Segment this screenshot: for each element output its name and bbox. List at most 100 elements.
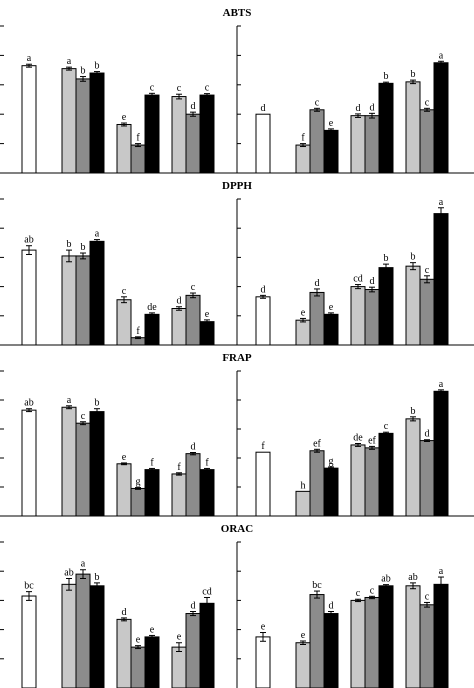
significance-label: d — [315, 278, 320, 289]
bar-left-light — [171, 308, 187, 346]
significance-label: c — [122, 286, 127, 297]
bar-left-mid — [185, 613, 201, 688]
significance-label: c — [191, 282, 196, 293]
bar-left-mid — [75, 573, 91, 688]
bar-right-dark — [323, 313, 339, 346]
significance-label: a — [439, 197, 444, 208]
significance-label: ef — [368, 435, 376, 446]
significance-label: e — [329, 118, 334, 129]
significance-label: c — [150, 82, 155, 93]
significance-label: ab — [381, 574, 390, 585]
significance-label: d — [191, 441, 196, 452]
bar-left-mid — [75, 255, 91, 346]
bar-left-dark — [144, 313, 160, 346]
bar-right-mid — [309, 291, 325, 346]
bar-left-mid — [185, 113, 201, 174]
bar-left-light — [116, 463, 132, 517]
significance-label: f — [301, 133, 305, 144]
significance-label: b — [411, 252, 416, 263]
bar-left-dark — [144, 636, 160, 688]
panel-title: ABTS — [223, 7, 252, 19]
significance-label: a — [67, 395, 72, 406]
bar-right-dark — [323, 613, 339, 688]
bar-left-dark — [144, 94, 160, 174]
bar-left-mid — [75, 422, 91, 517]
panel-title: DPPH — [222, 180, 252, 192]
bar-right-dark — [323, 129, 339, 174]
significance-label: d — [329, 600, 334, 611]
bar-left-dark — [144, 469, 160, 517]
significance-label: e — [261, 622, 266, 633]
bar-right-mid — [419, 440, 435, 517]
significance-label: e — [122, 452, 127, 463]
significance-label: g — [329, 456, 334, 467]
bar-right-control — [255, 636, 271, 688]
bar-right-dark — [433, 583, 449, 688]
bar-left-mid — [130, 487, 146, 517]
bar-right-light — [405, 265, 421, 346]
bar-left-dark — [199, 321, 215, 346]
significance-label: f — [150, 457, 154, 468]
significance-label: f — [205, 457, 209, 468]
bar-right-dark — [378, 432, 394, 517]
bar-right-dark — [378, 585, 394, 688]
significance-label: d — [191, 600, 196, 611]
significance-label: d — [370, 102, 375, 113]
bar-left-dark — [199, 602, 215, 688]
significance-label: c — [81, 411, 86, 422]
bar-left-light — [171, 646, 187, 688]
significance-label: e — [301, 307, 306, 318]
significance-label: d — [261, 284, 266, 295]
significance-label: a — [27, 53, 32, 64]
significance-label: b — [95, 61, 100, 72]
significance-label: f — [136, 133, 140, 144]
bar-left-light — [61, 583, 77, 688]
significance-label: c — [384, 421, 389, 432]
bar-right-control — [255, 296, 271, 346]
bar-right-light — [350, 115, 366, 174]
bar-right-dark — [433, 390, 449, 517]
bar-left-light — [116, 618, 132, 688]
bar-left-control — [21, 249, 37, 346]
bar-left-dark — [199, 94, 215, 174]
significance-label: f — [136, 326, 140, 337]
bar-left-light — [61, 406, 77, 517]
significance-label: g — [136, 477, 141, 488]
significance-label: a — [95, 229, 100, 240]
significance-label: a — [67, 56, 72, 67]
significance-label: c — [315, 97, 320, 108]
significance-label: e — [136, 635, 141, 646]
significance-label: e — [150, 624, 155, 635]
panel-title: FRAP — [222, 352, 252, 364]
significance-label: c — [177, 83, 182, 94]
bar-right-light — [350, 444, 366, 517]
bar-left-dark — [89, 411, 105, 517]
bar-right-mid — [309, 450, 325, 517]
bar-left-light — [61, 255, 77, 346]
bar-right-light — [295, 490, 311, 517]
significance-label: a — [81, 559, 86, 570]
bar-right-mid — [419, 278, 435, 346]
significance-label: b — [81, 66, 86, 77]
significance-label: b — [411, 69, 416, 80]
bar-right-mid — [419, 109, 435, 174]
significance-label: b — [95, 398, 100, 409]
bar-left-light — [171, 473, 187, 517]
significance-label: ab — [64, 568, 73, 579]
significance-label: de — [147, 302, 157, 313]
bar-right-light — [350, 286, 366, 346]
significance-label: de — [353, 433, 363, 444]
significance-label: h — [301, 480, 306, 491]
bar-left-mid — [130, 646, 146, 688]
significance-label: b — [67, 239, 72, 250]
significance-label: c — [356, 588, 361, 599]
significance-label: d — [177, 296, 182, 307]
bar-right-dark — [433, 62, 449, 174]
significance-label: c — [425, 265, 430, 276]
bar-right-dark — [323, 467, 339, 517]
bar-left-mid — [185, 453, 201, 517]
bar-right-light — [405, 418, 421, 517]
bar-right-mid — [364, 447, 380, 517]
significance-label: bc — [312, 580, 322, 591]
bar-right-light — [295, 642, 311, 688]
